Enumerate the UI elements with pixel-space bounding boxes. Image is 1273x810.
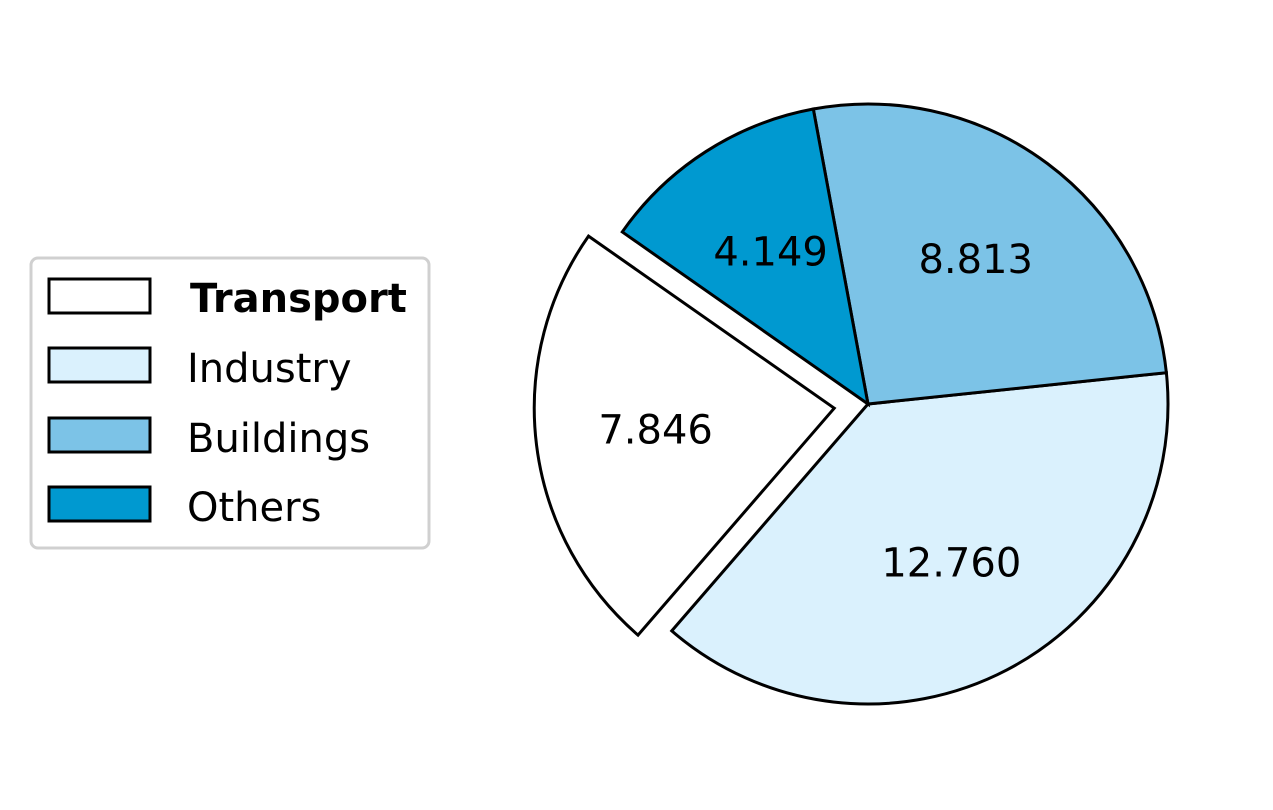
legend: Transport Industry Buildings Others [29, 256, 431, 550]
pie-value-label-buildings: 8.813 [918, 237, 1033, 283]
legend-label-buildings: Buildings [187, 416, 370, 462]
pie-slice-industry [669, 371, 1170, 706]
pie-value-label-others: 4.149 [713, 230, 828, 276]
pie-slice-others [620, 107, 871, 408]
pie-slice-transport [532, 234, 837, 638]
legend-label-others: Others [187, 485, 321, 531]
legend-label-transport: Transport [190, 276, 407, 322]
pie-slices [532, 102, 1170, 706]
legend-swatch-industry [47, 346, 152, 384]
pie-slice-buildings [811, 102, 1169, 406]
pie-value-label-industry: 12.760 [881, 541, 1021, 587]
legend-frame [29, 256, 431, 550]
legend-swatch-buildings [47, 416, 152, 454]
pie-value-label-transport: 7.846 [598, 407, 713, 453]
legend-swatch-others [47, 485, 152, 523]
pie-slice-labels: 7.846 12.760 8.813 4.149 [598, 230, 1033, 587]
legend-label-industry: Industry [187, 346, 352, 392]
legend-swatch-transport [47, 277, 152, 315]
